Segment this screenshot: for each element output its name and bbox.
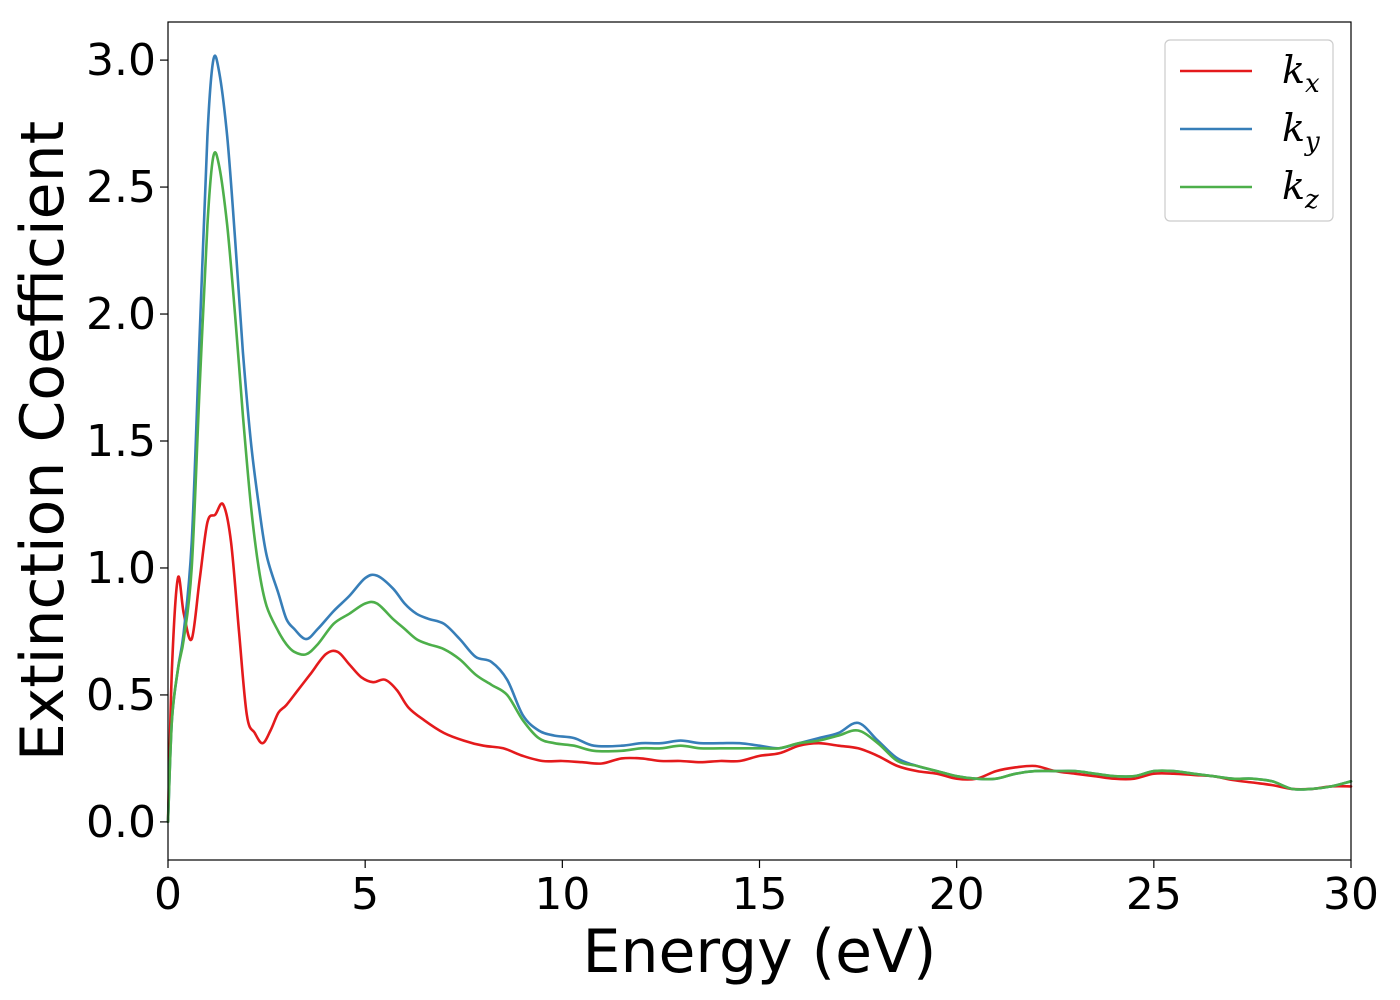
- legend-label-main: k: [1282, 164, 1305, 208]
- y-tick-label: 1.0: [86, 543, 156, 594]
- series-layer: [166, 54, 1353, 824]
- legend-label-y: ky: [1282, 106, 1320, 157]
- y-tick-label: 3.0: [86, 35, 156, 86]
- series-line-z: [166, 151, 1353, 824]
- x-axis: 0 5 10 15 20 25 30: [154, 860, 1379, 920]
- y-axis: 0.0 0.5 1.0 1.5 2.0 2.5 3.0: [86, 35, 168, 848]
- legend-label-z: kz: [1282, 164, 1319, 215]
- legend-label-main: k: [1282, 106, 1305, 150]
- y-tick-label: 0.0: [86, 797, 156, 848]
- legend-label-sub: y: [1304, 127, 1320, 157]
- x-tick-label: 0: [154, 869, 182, 920]
- legend-label-x: kx: [1282, 48, 1320, 99]
- x-tick-label: 25: [1126, 869, 1182, 920]
- x-tick-label: 5: [351, 869, 379, 920]
- y-tick-label: 1.5: [86, 416, 156, 467]
- y-axis-title: Extinction Coefficient: [8, 121, 78, 761]
- legend-label-sub: z: [1304, 185, 1319, 215]
- x-tick-label: 10: [534, 869, 590, 920]
- y-tick-label: 2.0: [86, 289, 156, 340]
- x-tick-label: 20: [929, 869, 985, 920]
- y-tick-label: 2.5: [86, 162, 156, 213]
- legend-label-sub: x: [1305, 69, 1320, 99]
- x-tick-label: 30: [1323, 869, 1379, 920]
- legend-label-main: k: [1282, 48, 1305, 92]
- x-tick-label: 15: [732, 869, 788, 920]
- legend-box: [1164, 39, 1334, 222]
- y-tick-label: 0.5: [86, 670, 156, 721]
- x-axis-title: Energy (eV): [583, 917, 937, 987]
- series-line-x: [166, 502, 1353, 824]
